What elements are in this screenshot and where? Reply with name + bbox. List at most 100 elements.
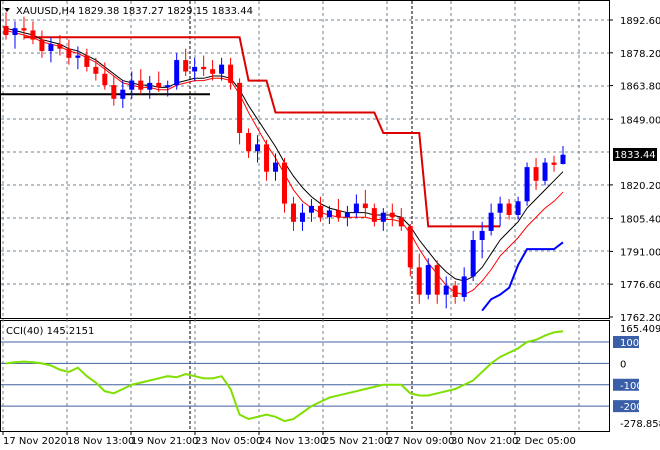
- candle-body: [326, 210, 332, 218]
- stop-lower-line: [481, 241, 564, 312]
- candle-body: [201, 66, 207, 70]
- cci-label: 0: [620, 359, 626, 370]
- time-label: 2 Dec 05:00: [515, 436, 576, 447]
- cci-level-lines: [1, 341, 609, 407]
- candle: [542, 158, 548, 186]
- candle-body: [335, 210, 341, 218]
- price-label: 1878.20: [620, 49, 660, 60]
- candle-body: [398, 217, 404, 227]
- candle-body: [84, 55, 90, 67]
- time-label: 23 Nov 05:00: [195, 436, 262, 447]
- candle: [48, 37, 54, 63]
- candle: [165, 80, 171, 97]
- candle-body: [228, 64, 234, 83]
- candle-body: [12, 28, 18, 36]
- candle-body: [308, 205, 314, 213]
- candle: [120, 80, 126, 108]
- time-label: 19 Nov 21:00: [131, 436, 198, 447]
- candle-body: [93, 66, 99, 74]
- cci-label: 100: [620, 338, 639, 349]
- candle: [3, 12, 9, 40]
- candle: [201, 55, 207, 77]
- cci-label: -200: [620, 402, 643, 413]
- candle-body: [21, 28, 27, 31]
- candle-body: [75, 55, 81, 58]
- candle-body: [452, 285, 458, 297]
- candle: [246, 128, 252, 159]
- candle-body: [111, 85, 117, 99]
- candle-body: [317, 205, 323, 218]
- candle-body: [497, 203, 503, 213]
- price-label: 1762.20: [620, 313, 660, 324]
- candle: [443, 276, 449, 309]
- candle-body: [156, 82, 162, 88]
- candle: [407, 224, 413, 277]
- candle-body: [102, 73, 108, 86]
- candle: [228, 57, 234, 90]
- candle: [21, 16, 27, 40]
- cci-label: -100: [620, 381, 643, 392]
- candle: [353, 194, 359, 218]
- candle-body: [48, 44, 54, 51]
- price-label: 1820.20: [620, 181, 660, 192]
- candle-body: [237, 82, 243, 133]
- candle-body: [470, 240, 476, 277]
- candle: [66, 39, 72, 65]
- candle-body: [524, 167, 530, 202]
- cci-panel-frame: [0, 320, 610, 432]
- candle: [533, 158, 539, 190]
- time-label: 24 Nov 13:00: [259, 436, 326, 447]
- time-label: 27 Nov 09:00: [387, 436, 454, 447]
- candle-body: [192, 66, 198, 72]
- candle: [335, 199, 341, 222]
- cci-level-badge: [613, 335, 639, 348]
- candle-body: [129, 80, 135, 90]
- candle-body: [515, 201, 521, 215]
- price-label: 1791.00: [620, 247, 660, 258]
- stop-lines: [23, 36, 564, 312]
- candle: [425, 258, 431, 300]
- candle: [497, 196, 503, 227]
- candle-body: [174, 60, 180, 86]
- candle: [183, 48, 189, 77]
- candle-body: [30, 30, 36, 40]
- candle-body: [299, 212, 305, 222]
- candle-body: [273, 162, 279, 172]
- candle-body: [344, 212, 350, 218]
- candle: [344, 205, 350, 227]
- candle: [210, 60, 216, 81]
- candle-body: [425, 265, 431, 295]
- candle: [398, 208, 404, 231]
- candle: [219, 57, 225, 81]
- ohlc-label: 1829.38 1837.27 1829.15 1833.44: [78, 6, 253, 17]
- candle: [129, 71, 135, 99]
- current-price-badge: [613, 148, 657, 161]
- candle: [524, 162, 530, 206]
- candle: [84, 48, 90, 72]
- candle: [506, 199, 512, 220]
- candle: [488, 203, 494, 236]
- candle-body: [362, 203, 368, 209]
- candle: [317, 196, 323, 222]
- time-label: 17 Nov 2020: [3, 436, 67, 447]
- candle: [551, 155, 557, 172]
- time-label: 18 Nov 13:00: [67, 436, 134, 447]
- candle: [138, 69, 144, 95]
- grid-lines: [1, 1, 609, 431]
- candle-body: [434, 265, 440, 295]
- cci-level-badge: [613, 400, 639, 413]
- candle-body: [506, 203, 512, 215]
- candle: [273, 153, 279, 181]
- candle: [461, 267, 467, 302]
- candle-body: [407, 226, 413, 268]
- candle-body: [3, 25, 9, 36]
- candle-body: [147, 82, 153, 90]
- dropdown-arrow-icon[interactable]: [4, 8, 10, 12]
- price-label: 1863.80: [620, 82, 660, 93]
- candle: [416, 253, 422, 304]
- candle: [282, 158, 287, 213]
- candle: [264, 139, 270, 181]
